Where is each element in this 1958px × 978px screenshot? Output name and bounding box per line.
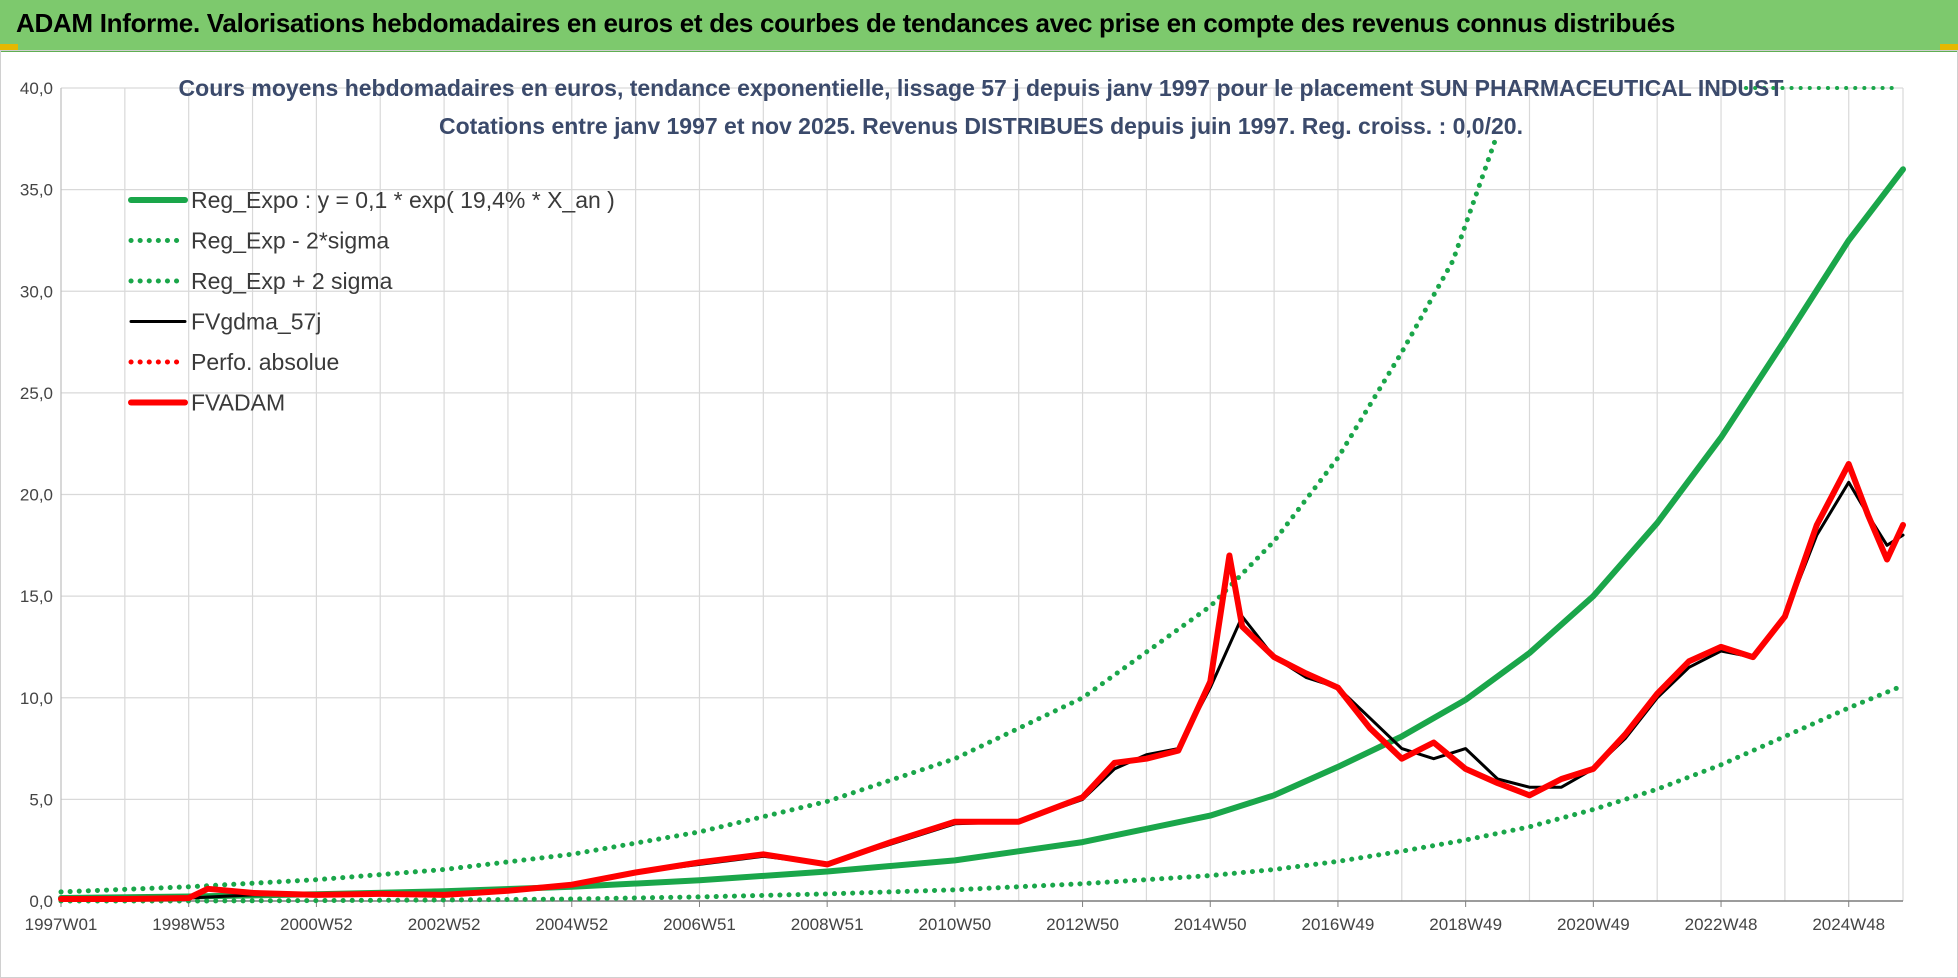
x-tick-label: 2022W48 <box>1685 915 1758 934</box>
chart-title-block: Cours moyens hebdomadaires en euros, ten… <box>179 75 1784 139</box>
y-tick-label: 35,0 <box>20 181 53 200</box>
y-tick-label: 25,0 <box>20 384 53 403</box>
series-layer <box>58 86 1906 904</box>
y-tick-label: 30,0 <box>20 282 53 301</box>
series-line-3 <box>59 480 1905 901</box>
series-line-5 <box>58 461 1906 902</box>
y-tick-label: 20,0 <box>20 486 53 505</box>
x-tick-label: 2024W48 <box>1812 915 1885 934</box>
legend-entry-label: Perfo. absolue <box>191 349 339 375</box>
chart-frame: 0,0 5,0 10,0 15,0 20,0 25,0 30,0 35,0 40,0 1997W0… <box>0 50 1958 978</box>
x-tick-label: 2012W50 <box>1046 915 1119 934</box>
legend-entry-label: FVgdma_57j <box>191 309 321 335</box>
y-tick-label: 40,0 <box>20 79 53 98</box>
x-tick-label: 2014W50 <box>1174 915 1247 934</box>
legend-entry-label: Reg_Expo : y = 0,1 * exp( 19,4% * X_an ) <box>191 187 615 213</box>
x-tick-label: 2006W51 <box>663 915 736 934</box>
axis-layer: 0,0 5,0 10,0 15,0 20,0 25,0 30,0 35,0 40,0 1997W0… <box>20 79 1904 934</box>
report-title: ADAM Informe. Valorisations hebdomadaire… <box>16 8 1676 38</box>
y-tick-label: 0,0 <box>29 892 53 911</box>
legend-entry-label: FVADAM <box>191 390 285 416</box>
corner-accent-left <box>0 44 18 50</box>
header-bar: ADAM Informe. Valorisations hebdomadaire… <box>0 0 1958 52</box>
x-tick-label: 2004W52 <box>535 915 608 934</box>
corner-accent-right <box>1940 44 1958 50</box>
y-tick-label: 10,0 <box>20 689 53 708</box>
series-line-1 <box>58 683 1906 904</box>
x-tick-label: 2016W49 <box>1302 915 1375 934</box>
grid-layer <box>61 87 1903 902</box>
x-tick-label: 2000W52 <box>280 915 353 934</box>
y-tick-label: 15,0 <box>20 587 53 606</box>
legend-entry-label: Reg_Exp - 2*sigma <box>191 228 389 254</box>
chart-canvas: 0,0 5,0 10,0 15,0 20,0 25,0 30,0 35,0 40,0 1997W0… <box>20 75 1906 934</box>
x-tick-label: 2008W51 <box>791 915 864 934</box>
x-tick-label: 1997W01 <box>25 915 98 934</box>
y-tick-label: 5,0 <box>29 790 53 809</box>
x-tick-label: 2010W50 <box>918 915 991 934</box>
series-line-2 <box>58 136 1499 895</box>
chart-title-line-1: Cours moyens hebdomadaires en euros, ten… <box>179 75 1784 101</box>
x-tick-label: 1998W53 <box>152 915 225 934</box>
chart-title-line-2: Cotations entre janv 1997 et nov 2025. R… <box>439 113 1523 139</box>
x-tick-label: 2020W49 <box>1557 915 1630 934</box>
legend-entry-label: Reg_Exp + 2 sigma <box>191 268 393 294</box>
x-tick-label: 2018W49 <box>1429 915 1502 934</box>
x-tick-label: 2002W52 <box>408 915 481 934</box>
legend: Reg_Expo : y = 0,1 * exp( 19,4% * X_an )… <box>128 187 615 416</box>
